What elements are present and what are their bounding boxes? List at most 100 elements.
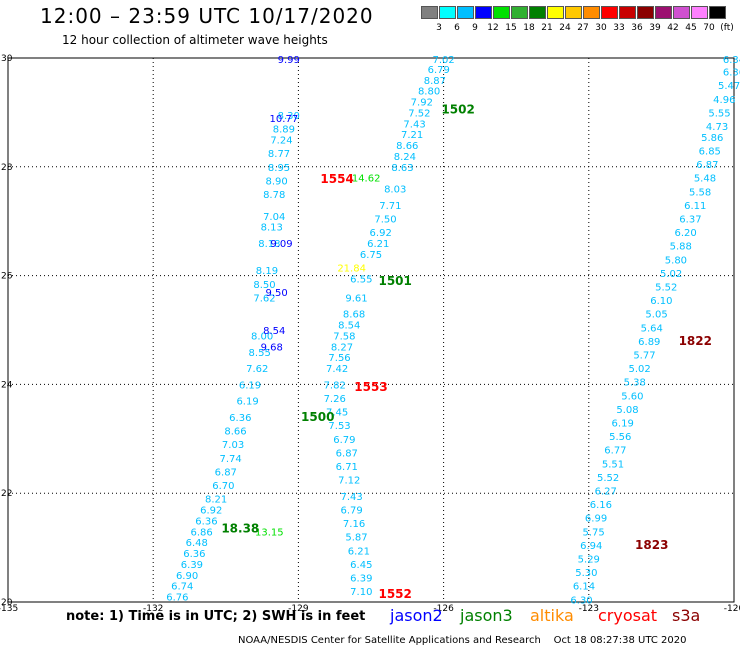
x-tick-label: -123 (579, 604, 599, 614)
map-grid (7, 57, 735, 603)
wave-height-value: 6.89 (638, 337, 660, 348)
wave-height-value: 13.15 (255, 527, 284, 538)
wave-height-value: 5.56 (609, 432, 631, 443)
wave-height-value: 6.36 (229, 413, 251, 424)
pass-time-label: 1553 (354, 380, 387, 394)
wave-height-value: 6.36 (195, 516, 217, 527)
pass-time-label: 1823 (635, 538, 668, 552)
wave-height-value: 8.54 (338, 321, 360, 332)
scale-swatch (457, 6, 474, 19)
scale-swatch (601, 6, 618, 19)
wave-height-value: 7.12 (338, 476, 360, 487)
scale-swatch (583, 6, 600, 19)
x-tick-label: -129 (288, 604, 309, 614)
wave-height-value: 6.36 (723, 68, 740, 79)
wave-height-value: 7.92 (411, 98, 433, 109)
wave-height-value: 5.52 (597, 473, 619, 484)
scale-label: 24 (559, 23, 571, 33)
wave-height-value: 6.79 (428, 65, 450, 76)
scale-swatch (637, 6, 654, 19)
map-subtitle: 12 hour collection of altimeter wave hei… (62, 33, 328, 47)
scale-label: 3 (436, 23, 442, 33)
wave-height-value: 6.94 (580, 541, 602, 552)
pass-time-label: 1552 (378, 587, 411, 601)
wave-height-value: 5.51 (602, 459, 624, 470)
x-tick-label: -120 (724, 604, 740, 614)
wave-height-value: 6.11 (684, 201, 706, 212)
wave-height-value: 8.19 (256, 266, 278, 277)
wave-height-value: 7.56 (328, 353, 350, 364)
scale-swatch (547, 6, 564, 19)
wave-height-value: 6.19 (612, 418, 634, 429)
units-note: note: 1) Time is in UTC; 2) SWH is in fe… (66, 609, 366, 624)
wave-height-value: 5.86 (701, 133, 723, 144)
wave-height-value: 8.13 (261, 223, 283, 234)
scale-swatch (619, 6, 636, 19)
wave-height-value: 6.10 (650, 296, 672, 307)
wave-height-value: 8.18 (258, 239, 280, 250)
wave-height-value: 8.66 (396, 141, 418, 152)
scale-swatch (655, 6, 672, 19)
wave-height-value: 5.55 (708, 108, 730, 119)
scale-swatch (673, 6, 690, 19)
wave-height-value: 7.45 (326, 408, 348, 419)
wave-height-value: 8.54 (263, 326, 285, 337)
wave-height-value: 6.70 (212, 481, 234, 492)
wave-height-value: 6.20 (674, 228, 696, 239)
wave-height-value: 9.99 (278, 55, 300, 66)
wave-height-value: 5.30 (575, 568, 597, 579)
wave-height-value: 9.50 (265, 288, 287, 299)
scale-label: 33 (613, 23, 625, 33)
wave-height-value: 7.62 (246, 364, 268, 375)
wave-height-value: 8.55 (249, 348, 271, 359)
wave-height-value: 5.60 (621, 391, 643, 402)
wave-height-value: 8.63 (391, 163, 413, 174)
wave-height-value: 5.75 (583, 527, 605, 538)
pass-time-label: 18.38 (221, 522, 259, 536)
scale-swatch (691, 6, 708, 19)
wave-height-value: 6.19 (236, 397, 258, 408)
wave-height-value: 7.71 (379, 201, 401, 212)
scale-label: 9 (472, 23, 478, 33)
scale-unit: (ft) (720, 23, 734, 33)
wave-height-value: 4.96 (713, 95, 735, 106)
wave-height-value: 5.05 (645, 310, 667, 321)
wave-height-value: 6.48 (186, 538, 208, 549)
wave-height-value: 8.66 (224, 427, 246, 438)
wave-height-value: 6.30 (570, 595, 592, 606)
wave-height-value: 7.21 (401, 130, 423, 141)
wave-height-value: 5.47 (718, 81, 740, 92)
wave-height-value: 5.08 (616, 405, 638, 416)
scale-swatch (709, 6, 726, 19)
scale-swatch (565, 6, 582, 19)
wave-height-value: 10.77 (270, 114, 299, 125)
wave-height-value: 8.87 (424, 76, 446, 87)
scale-label: 12 (487, 23, 499, 33)
wave-height-value: 6.77 (604, 446, 626, 457)
wave-height-value: 6.27 (595, 486, 617, 497)
wave-height-value: 6.37 (679, 214, 701, 225)
scale-label: 45 (685, 23, 697, 33)
wave-height-value: 8.77 (268, 149, 290, 160)
scale-swatch (511, 6, 528, 19)
wave-height-value: 7.43 (341, 492, 363, 503)
wave-height-value: 6.55 (350, 274, 372, 285)
wave-height-value: 7.50 (374, 214, 396, 225)
mission-jason3: jason3 (460, 606, 513, 625)
wave-height-value: 8.00 (251, 331, 273, 342)
wave-height-value: 8.50 (253, 280, 275, 291)
scale-label: 42 (667, 23, 679, 33)
wave-height-value: 7.04 (263, 212, 285, 223)
wave-height-value: 9.68 (261, 342, 283, 353)
pass-time-labels: 1502 1554 1501 1553 1500 1552 1822 1823 18.38 (221, 103, 712, 601)
wave-height-value: 6.21 (348, 546, 370, 557)
wave-height-value: 6.71 (336, 462, 358, 473)
wave-height-value: 6.87 (696, 160, 718, 171)
wave-height-value: 7.62 (253, 293, 275, 304)
wave-height-value: 5.58 (689, 187, 711, 198)
wave-height-value: 6.79 (341, 506, 363, 517)
wave-height-value: 7.03 (222, 440, 244, 451)
scale-label: 30 (595, 23, 607, 33)
wave-height-value: 7.53 (328, 421, 350, 432)
